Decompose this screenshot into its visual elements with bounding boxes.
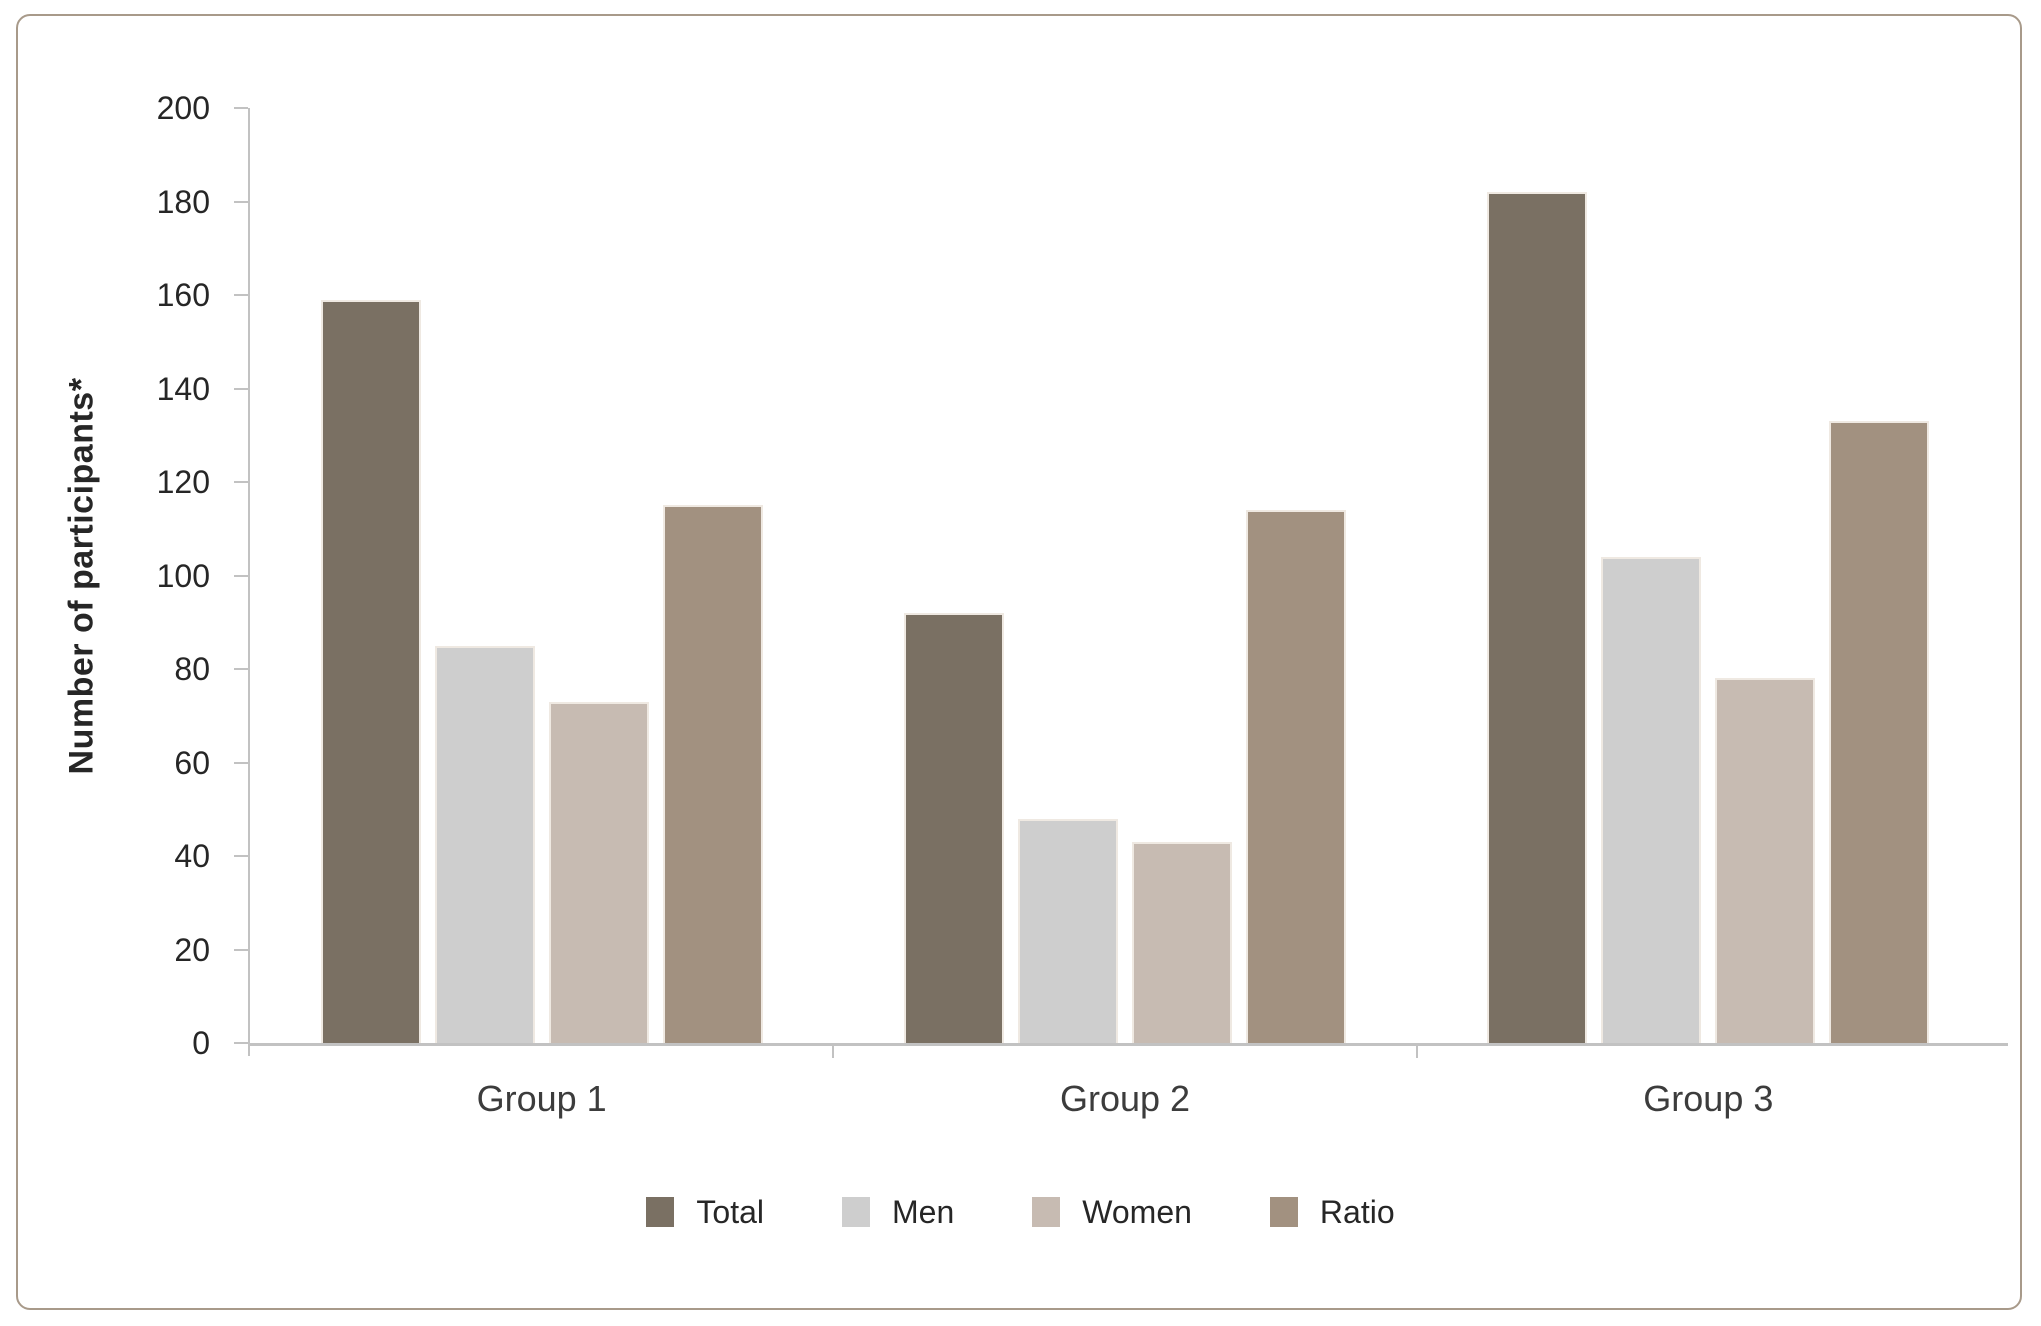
legend-label-ratio: Ratio — [1319, 1194, 1395, 1230]
legend-label-total: Total — [696, 1194, 764, 1230]
y-tick-label-200: 200 — [156, 90, 210, 126]
y-tick-mark-120 — [234, 481, 248, 483]
y-tick-label-180: 180 — [156, 183, 210, 220]
y-tick-mark-0 — [234, 1042, 248, 1044]
legend-item-total: Total — [646, 1196, 764, 1228]
bar-women-group-2 — [1132, 841, 1232, 1043]
category-label-group-2: Group 2 — [1059, 1078, 1191, 1119]
x-axis-line — [248, 1043, 2008, 1046]
bar-total-group-3 — [1487, 192, 1588, 1043]
y-tick-label-160: 160 — [156, 277, 210, 313]
y-tick-mark-80 — [234, 668, 248, 670]
y-tick-label-80: 80 — [174, 651, 210, 687]
legend-swatch-men — [841, 1197, 870, 1227]
x-tick-mark-2 — [1415, 1046, 1418, 1058]
y-tick-label-60: 60 — [174, 744, 210, 781]
category-labels: Group 1 Group 2 Group 3 — [250, 1078, 2000, 1120]
y-tick-mark-60 — [234, 761, 248, 764]
legend-label-men: Men — [891, 1194, 955, 1230]
bar-men-group-1 — [434, 645, 535, 1043]
bar-total-group-2 — [904, 612, 1004, 1043]
bar-women-group-3 — [1715, 678, 1816, 1043]
y-tick-label-0: 0 — [192, 1025, 210, 1061]
y-tick-label-20: 20 — [174, 931, 210, 968]
bar-total-group-1 — [320, 299, 421, 1043]
y-tick-mark-100 — [234, 574, 248, 577]
y-tick-label-100: 100 — [156, 557, 210, 594]
bar-women-group-1 — [548, 701, 649, 1043]
bar-ratio-group-1 — [662, 505, 763, 1043]
bar-ratio-group-2 — [1246, 510, 1346, 1043]
y-tick-mark-140 — [234, 387, 248, 390]
y-tick-label-40: 40 — [174, 838, 210, 874]
y-tick-mark-160 — [234, 294, 248, 296]
bar-men-group-2 — [1018, 818, 1118, 1043]
bar-men-group-3 — [1601, 556, 1702, 1043]
y-tick-mark-40 — [234, 855, 248, 857]
legend-item-ratio: Ratio — [1269, 1194, 1395, 1230]
legend-item-men: Men — [841, 1194, 955, 1230]
y-tick-mark-20 — [234, 948, 248, 951]
category-label-group-1: Group 1 — [476, 1078, 607, 1119]
legend-item-women: Women — [1032, 1196, 1192, 1228]
bar-ratio-group-3 — [1829, 421, 1930, 1043]
legend-swatch-total — [646, 1197, 675, 1227]
y-tick-label-120: 120 — [156, 464, 210, 500]
y-tick-mark-200 — [234, 107, 248, 109]
legend: Total Men Women Ratio — [0, 1196, 2041, 1228]
x-tick-mark-1 — [832, 1046, 835, 1058]
legend-swatch-ratio — [1269, 1197, 1298, 1227]
plot-area: 0 20 40 60 80 100 120 140 160 180 200 — [157, 92, 2008, 1059]
legend-label-women: Women — [1082, 1194, 1192, 1230]
y-axis-line — [248, 108, 250, 1056]
legend-swatch-women — [1032, 1197, 1061, 1227]
y-tick-mark-180 — [234, 200, 248, 203]
y-tick-label-140: 140 — [156, 370, 210, 407]
category-label-group-3: Group 3 — [1643, 1078, 1774, 1119]
